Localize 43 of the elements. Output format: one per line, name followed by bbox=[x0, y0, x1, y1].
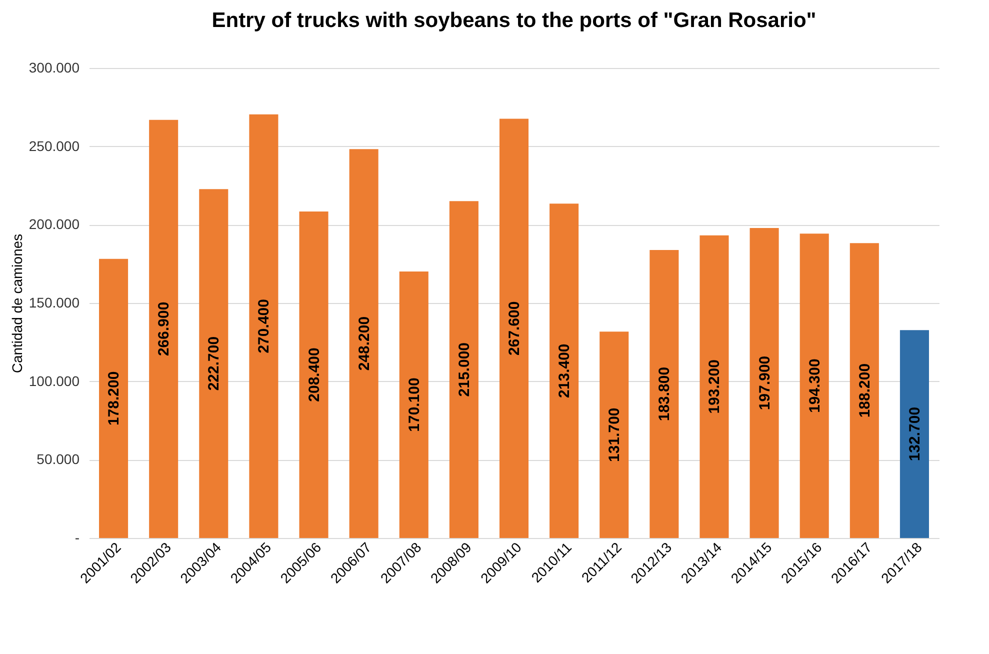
data-label: 208.400 bbox=[306, 348, 323, 402]
chart-title: Entry of trucks with soybeans to the ports of "Gran Rosario" bbox=[212, 9, 816, 32]
data-label: 222.700 bbox=[206, 336, 223, 391]
bar bbox=[550, 204, 579, 538]
bar bbox=[399, 272, 428, 538]
data-label: 266.900 bbox=[156, 302, 173, 356]
bar bbox=[650, 250, 679, 538]
y-tick-label: 150.000 bbox=[28, 294, 80, 310]
y-axis-title: Cantidad de camiones bbox=[8, 234, 25, 374]
data-label: 178.200 bbox=[106, 371, 123, 426]
bar bbox=[499, 118, 529, 538]
bar bbox=[249, 114, 278, 538]
bar bbox=[449, 201, 478, 538]
data-label: 267.600 bbox=[506, 301, 523, 356]
y-tick-label: 100.000 bbox=[28, 372, 80, 389]
y-tick-label: 250.000 bbox=[28, 138, 80, 154]
data-label: 270.400 bbox=[256, 299, 273, 354]
data-label: 248.200 bbox=[356, 316, 373, 371]
data-label: 215.000 bbox=[456, 342, 473, 397]
data-label: 131.700 bbox=[606, 408, 624, 462]
bar bbox=[600, 332, 629, 538]
bar bbox=[99, 258, 128, 538]
bar bbox=[700, 235, 729, 538]
y-tick-label: 50.000 bbox=[36, 451, 80, 468]
bar bbox=[299, 212, 328, 538]
bar bbox=[900, 330, 929, 538]
bar bbox=[199, 189, 228, 538]
data-label: 132.700 bbox=[906, 406, 924, 462]
data-label: 188.200 bbox=[856, 363, 874, 418]
y-tick-label: 200.000 bbox=[28, 216, 80, 232]
y-tick-label: - bbox=[74, 530, 80, 546]
data-label: 170.100 bbox=[406, 378, 423, 432]
bar bbox=[800, 234, 829, 538]
bar bbox=[349, 149, 378, 538]
y-tick-label: 300.000 bbox=[28, 60, 80, 76]
data-label: 197.900 bbox=[756, 356, 774, 410]
bar bbox=[850, 243, 879, 538]
data-label: 213.400 bbox=[556, 344, 574, 398]
data-label: 193.200 bbox=[706, 360, 724, 414]
bar bbox=[149, 120, 178, 538]
bar bbox=[750, 228, 779, 538]
data-label: 183.800 bbox=[656, 366, 674, 422]
data-label: 194.300 bbox=[806, 358, 824, 413]
